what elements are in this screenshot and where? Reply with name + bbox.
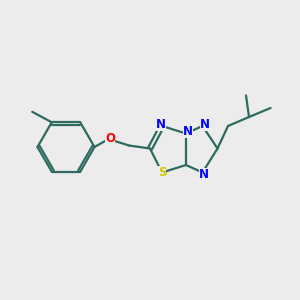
Text: N: N	[155, 118, 166, 131]
Text: N: N	[200, 118, 210, 131]
Text: N: N	[199, 168, 209, 182]
Text: N: N	[182, 124, 193, 138]
Text: S: S	[158, 166, 166, 179]
Text: O: O	[105, 131, 116, 145]
